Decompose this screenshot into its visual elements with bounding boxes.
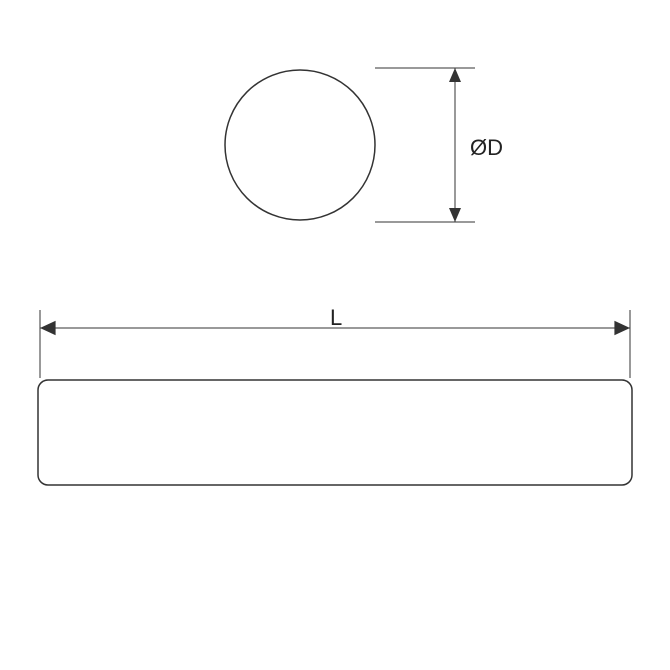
arrow-diameter-bottom <box>449 208 461 222</box>
cylinder-end-view <box>225 70 375 220</box>
diameter-label: ØD <box>470 135 503 161</box>
arrow-length-right <box>614 321 630 335</box>
diagram-canvas: ØD L <box>0 0 670 670</box>
diagram-svg <box>0 0 670 670</box>
arrow-diameter-top <box>449 68 461 82</box>
arrow-length-left <box>40 321 56 335</box>
length-label: L <box>330 305 342 331</box>
cylinder-side-view <box>38 380 632 485</box>
